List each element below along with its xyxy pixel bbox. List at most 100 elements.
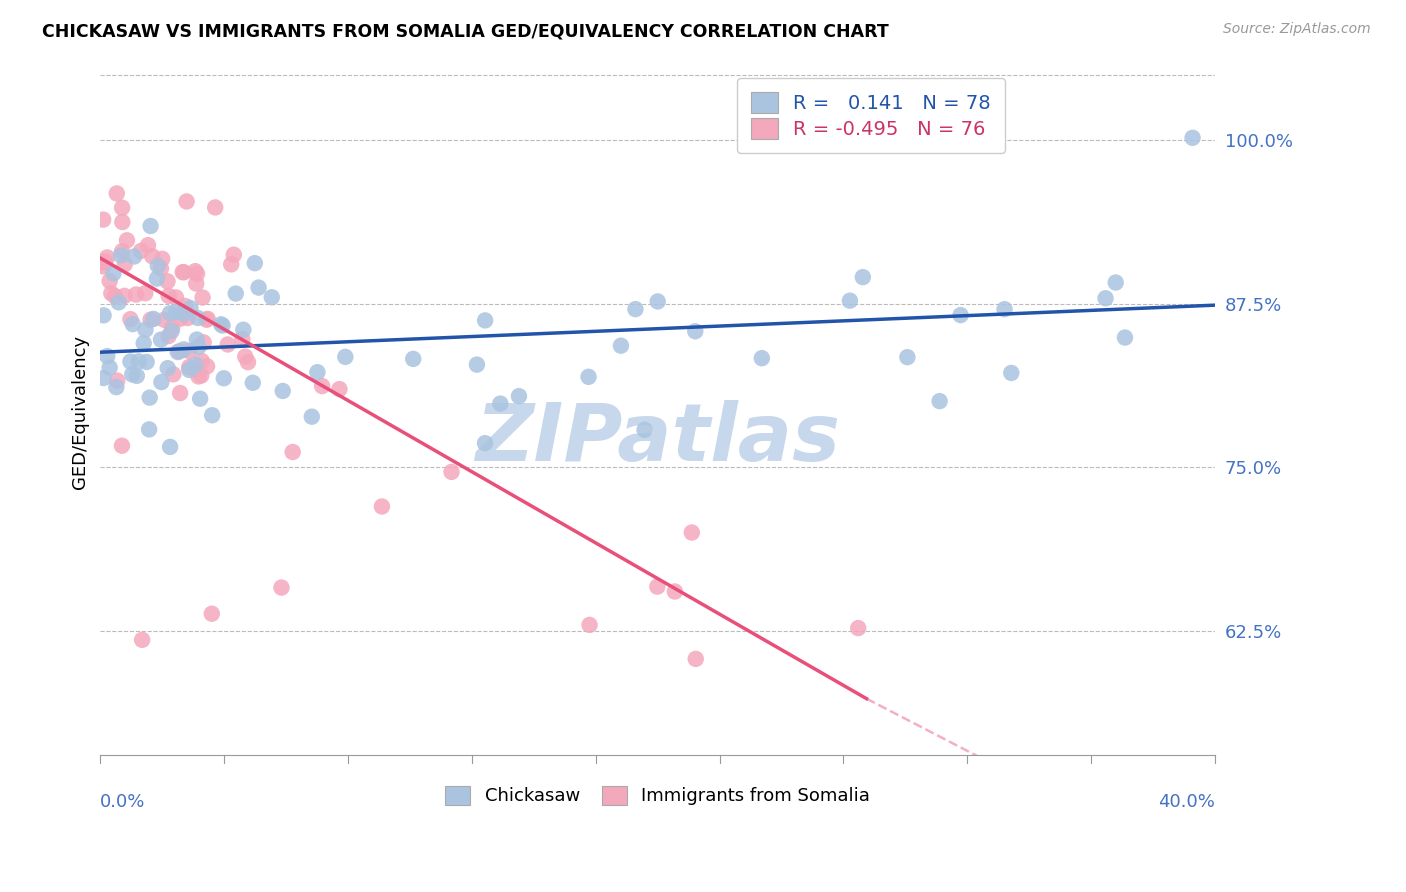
Point <box>146 259 169 273</box>
Point <box>96 349 118 363</box>
Point <box>179 359 201 374</box>
Point <box>209 318 232 332</box>
Point <box>187 340 209 354</box>
Point <box>204 201 226 215</box>
Point <box>751 351 773 366</box>
Point <box>114 257 136 271</box>
Point <box>301 409 323 424</box>
Point <box>173 307 195 321</box>
Point <box>172 265 194 279</box>
Point <box>993 302 1015 317</box>
Point <box>201 409 224 423</box>
Point <box>150 252 173 266</box>
Point <box>474 436 496 450</box>
Point <box>177 344 200 359</box>
Point <box>173 343 195 357</box>
Point <box>197 311 219 326</box>
Point <box>136 238 159 252</box>
Point <box>179 363 201 377</box>
Point <box>157 289 180 303</box>
Point <box>149 261 172 276</box>
Point <box>233 350 256 364</box>
Point <box>852 270 875 285</box>
Point <box>173 265 195 279</box>
Point <box>111 201 134 215</box>
Point <box>211 318 233 333</box>
Point <box>440 465 463 479</box>
Text: 40.0%: 40.0% <box>1159 793 1215 811</box>
Point <box>231 332 253 346</box>
Point <box>105 186 128 201</box>
Point <box>260 290 283 304</box>
Point <box>187 369 209 384</box>
Point <box>138 391 160 405</box>
Point <box>141 249 163 263</box>
Point <box>624 302 647 317</box>
Point <box>184 264 207 278</box>
Point <box>111 215 134 229</box>
Point <box>96 251 118 265</box>
Point <box>169 386 191 401</box>
Point <box>100 286 122 301</box>
Point <box>846 621 869 635</box>
Point <box>139 219 162 233</box>
Point <box>165 290 187 304</box>
Point <box>176 194 198 209</box>
Point <box>174 299 197 313</box>
Point <box>243 256 266 270</box>
Point <box>402 351 425 366</box>
Point <box>162 368 184 382</box>
Point <box>184 358 207 372</box>
Point <box>896 350 918 364</box>
Point <box>685 652 707 666</box>
Point <box>98 274 121 288</box>
Point <box>838 293 860 308</box>
Point <box>93 309 115 323</box>
Point <box>166 345 188 359</box>
Point <box>132 336 155 351</box>
Point <box>193 335 215 350</box>
Point <box>578 618 600 632</box>
Point <box>153 312 176 326</box>
Point <box>103 266 125 280</box>
Point <box>1094 291 1116 305</box>
Point <box>149 333 172 347</box>
Point <box>474 313 496 327</box>
Point <box>1105 276 1128 290</box>
Point <box>222 248 245 262</box>
Point <box>91 255 114 269</box>
Point <box>212 371 235 385</box>
Point <box>110 248 132 262</box>
Point <box>465 358 488 372</box>
Point <box>139 312 162 326</box>
Point <box>160 320 183 334</box>
Point <box>281 445 304 459</box>
Point <box>120 354 142 368</box>
Point <box>142 312 165 326</box>
Point <box>94 254 117 268</box>
Point <box>98 360 121 375</box>
Point <box>104 289 127 303</box>
Point <box>186 333 208 347</box>
Point <box>949 308 972 322</box>
Point <box>371 500 394 514</box>
Point <box>169 344 191 359</box>
Point <box>134 323 156 337</box>
Point <box>508 389 530 403</box>
Point <box>307 365 329 379</box>
Point <box>664 584 686 599</box>
Point <box>232 323 254 337</box>
Point <box>1181 130 1204 145</box>
Point <box>120 312 142 326</box>
Point <box>242 376 264 390</box>
Y-axis label: GED/Equivalency: GED/Equivalency <box>72 334 89 489</box>
Point <box>195 359 218 374</box>
Point <box>159 306 181 320</box>
Point <box>225 286 247 301</box>
Point <box>135 355 157 369</box>
Point <box>681 525 703 540</box>
Point <box>217 337 239 351</box>
Point <box>187 310 209 325</box>
Point <box>115 233 138 247</box>
Text: ZIPatlas: ZIPatlas <box>475 401 841 478</box>
